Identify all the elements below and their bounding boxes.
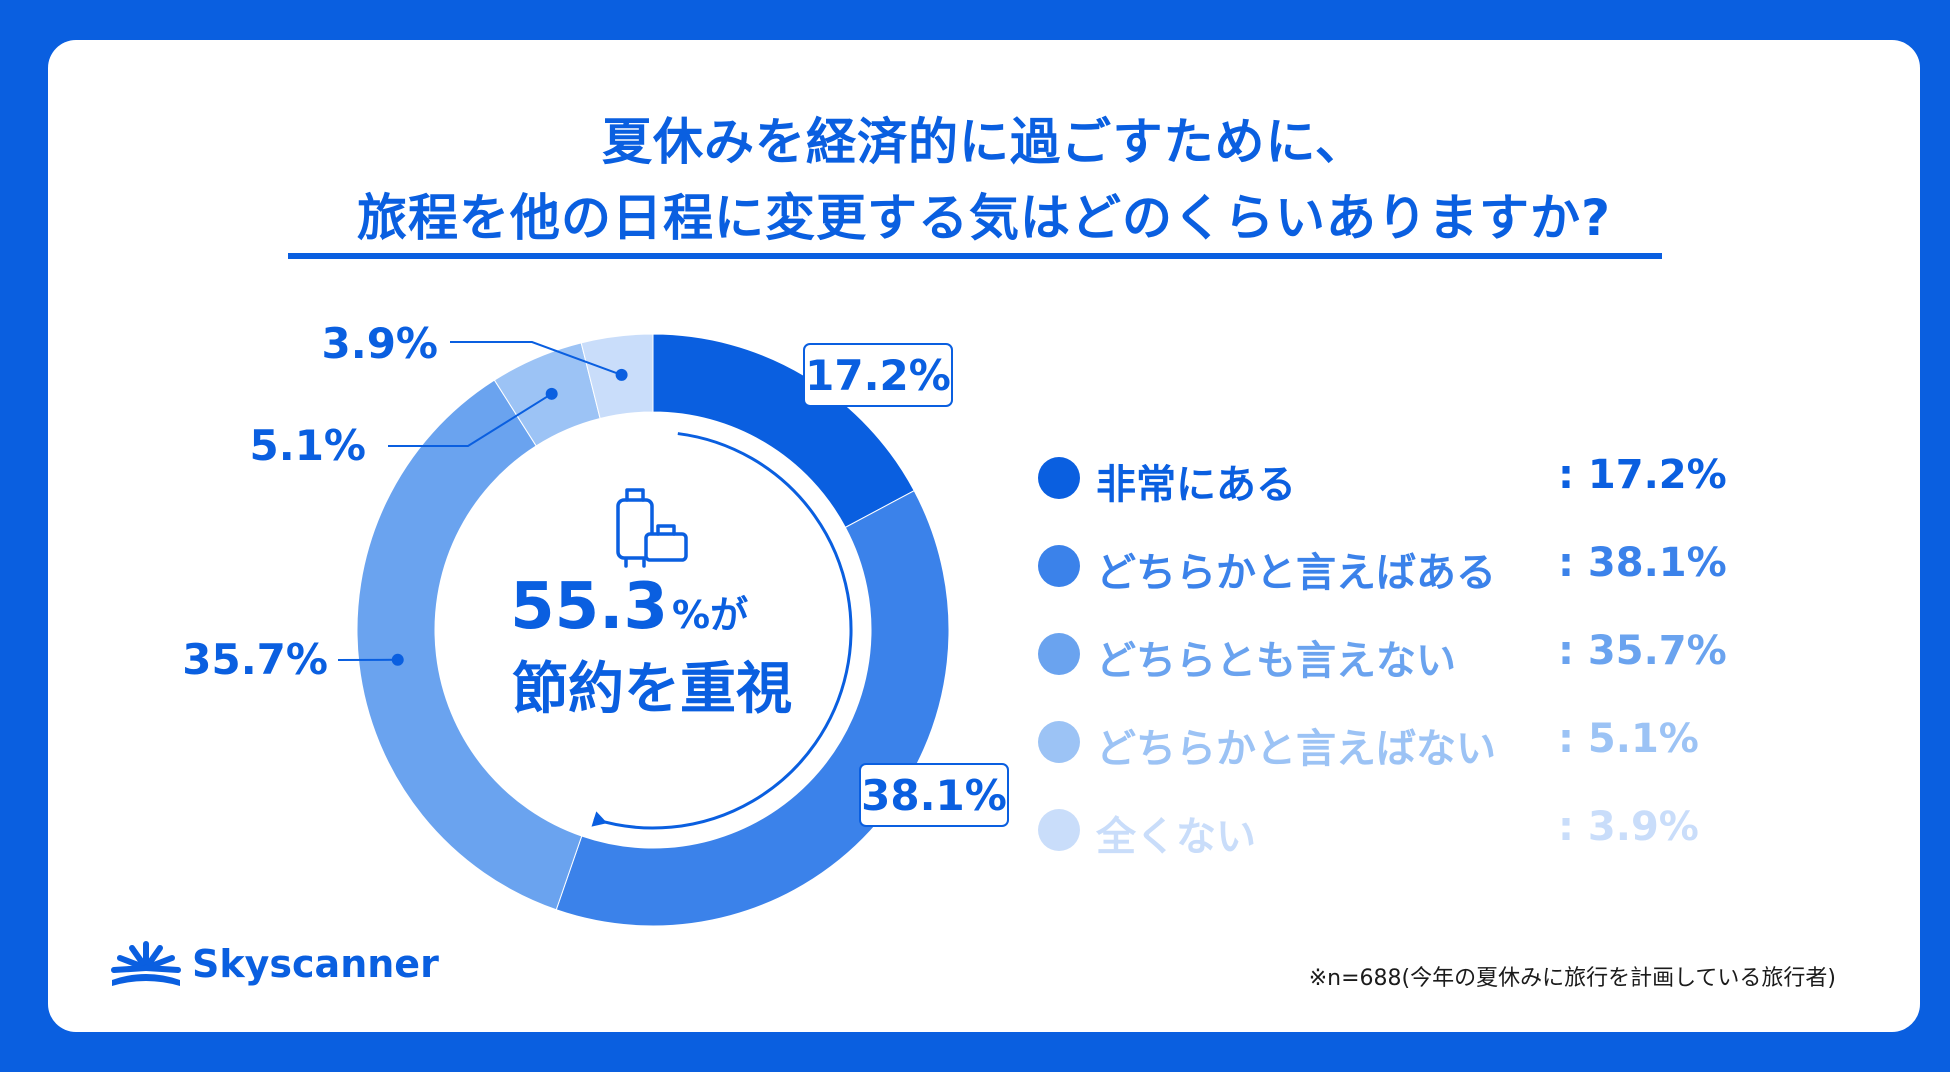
data-label: 38.1% xyxy=(861,771,1007,820)
data-label: 35.7% xyxy=(182,635,328,684)
title-line-2: 旅程を他の日程に変更する気はどのくらいありますか? xyxy=(356,189,1611,247)
legend-label: 非常にある xyxy=(1096,462,1296,508)
footnote: ※n=688(今年の夏休みに旅行を計画している旅行者) xyxy=(1308,966,1836,991)
legend-value: : 38.1% xyxy=(1558,540,1727,586)
legend-label: どちらとも言えない xyxy=(1096,638,1456,684)
center-caption: 節約を重視 xyxy=(512,657,792,722)
legend-swatch xyxy=(1038,809,1080,851)
data-label-box xyxy=(859,763,1009,827)
legend-label: どちらかと言えばない xyxy=(1096,726,1496,772)
legend-swatch xyxy=(1038,457,1080,499)
brand-name: Skyscanner xyxy=(192,942,439,986)
leader-line xyxy=(388,392,553,447)
data-label-box xyxy=(803,343,953,407)
donut-slice xyxy=(356,379,583,911)
luggage-icon xyxy=(616,488,688,568)
legend-value: : 17.2% xyxy=(1558,452,1727,498)
donut-slice xyxy=(555,489,950,927)
leader-dot xyxy=(545,387,558,400)
donut-slices xyxy=(356,333,950,927)
data-label: 5.1% xyxy=(250,421,366,470)
legend-value: : 5.1% xyxy=(1558,716,1699,762)
leader-dot xyxy=(615,368,628,381)
center-unit: %が xyxy=(672,593,748,637)
title-line-1: 夏休みを経済的に過ごすために、 xyxy=(602,113,1366,171)
legend-swatch xyxy=(1038,545,1080,587)
curved-arrow-head xyxy=(591,811,608,827)
legend-label: 全くない xyxy=(1096,814,1256,860)
slice-labels: 17.2% 38.1% 35.7% 5.1% 3.9% xyxy=(182,319,1009,827)
skyscanner-logo: Skyscanner xyxy=(108,938,439,998)
title-underline xyxy=(288,253,1662,259)
legend-swatch xyxy=(1038,633,1080,675)
leader-dot xyxy=(391,653,404,666)
legend-swatch xyxy=(1038,721,1080,763)
donut-chart: 55.3 %が 節約を重視 17.2% 38.1% 35.7% 5.1% 3.9% xyxy=(182,319,1009,927)
leader-line xyxy=(450,341,622,376)
legend-value: : 3.9% xyxy=(1558,804,1699,850)
data-label: 17.2% xyxy=(805,351,951,400)
data-label: 3.9% xyxy=(322,319,438,368)
sunrise-logo-icon xyxy=(111,941,181,986)
infographic-card: 夏休みを経済的に過ごすために、 旅程を他の日程に変更する気はどのくらいありますか… xyxy=(48,40,1920,1032)
legend-value: : 35.7% xyxy=(1558,628,1727,674)
center-value: 55.3 xyxy=(510,570,668,644)
chart-title: 夏休みを経済的に過ごすために、 旅程を他の日程に変更する気はどのくらいありますか… xyxy=(48,104,1920,256)
curved-arrow xyxy=(593,432,853,830)
legend-label: どちらかと言えばある xyxy=(1096,550,1496,596)
